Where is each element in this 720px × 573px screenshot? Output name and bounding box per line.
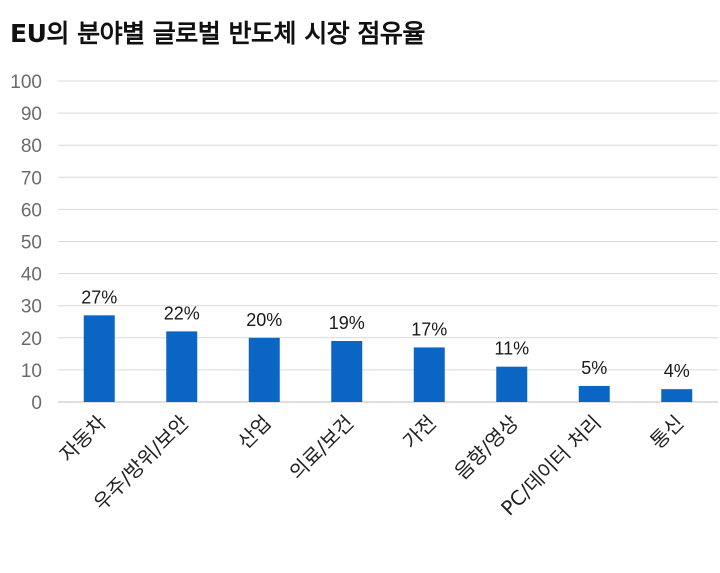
x-tick-label: 통신 <box>645 411 688 454</box>
y-tick-label: 50 <box>21 233 42 254</box>
y-tick-label: 10 <box>21 361 42 382</box>
bar <box>166 331 198 402</box>
bar <box>413 347 445 402</box>
data-label: 19% <box>329 313 365 333</box>
gridlines <box>58 80 718 403</box>
x-tick-label: 음향/영상 <box>450 411 524 485</box>
data-labels: 27% 22% 20% 19% 17% 11% 5% 4% <box>81 287 690 381</box>
data-label: 4% <box>664 361 690 381</box>
x-tick-label: 산업 <box>233 411 276 454</box>
y-tick-label: 80 <box>21 136 42 157</box>
data-label: 20% <box>246 310 282 330</box>
data-label: 5% <box>581 358 607 378</box>
bar <box>661 389 693 402</box>
y-tick-label: 60 <box>21 200 42 221</box>
bar <box>496 366 528 402</box>
bar <box>83 315 115 402</box>
x-tick-label: 가전 <box>398 411 441 454</box>
chart-title: EU의 분야별 글로벌 반도체 시장 점유율 <box>10 19 425 48</box>
bars <box>83 315 693 402</box>
bar <box>248 337 280 402</box>
y-tick-label: 30 <box>21 297 42 318</box>
y-tick-label: 70 <box>21 168 42 189</box>
x-tick-label: 의료/보건 <box>285 411 359 485</box>
data-label: 17% <box>411 319 447 339</box>
y-axis-ticks: 0 10 20 30 40 50 60 70 80 90 100 <box>10 72 42 414</box>
x-tick-label: 자동차 <box>55 411 111 467</box>
y-tick-label: 40 <box>21 265 42 286</box>
bar <box>331 341 363 402</box>
y-tick-label: 20 <box>21 329 42 350</box>
y-tick-label: 90 <box>21 104 42 125</box>
data-label: 27% <box>81 287 117 307</box>
data-label: 11% <box>494 339 529 359</box>
bar <box>578 385 610 402</box>
data-label: 22% <box>164 303 200 323</box>
y-tick-label: 100 <box>10 72 42 93</box>
y-tick-label: 0 <box>31 393 42 414</box>
